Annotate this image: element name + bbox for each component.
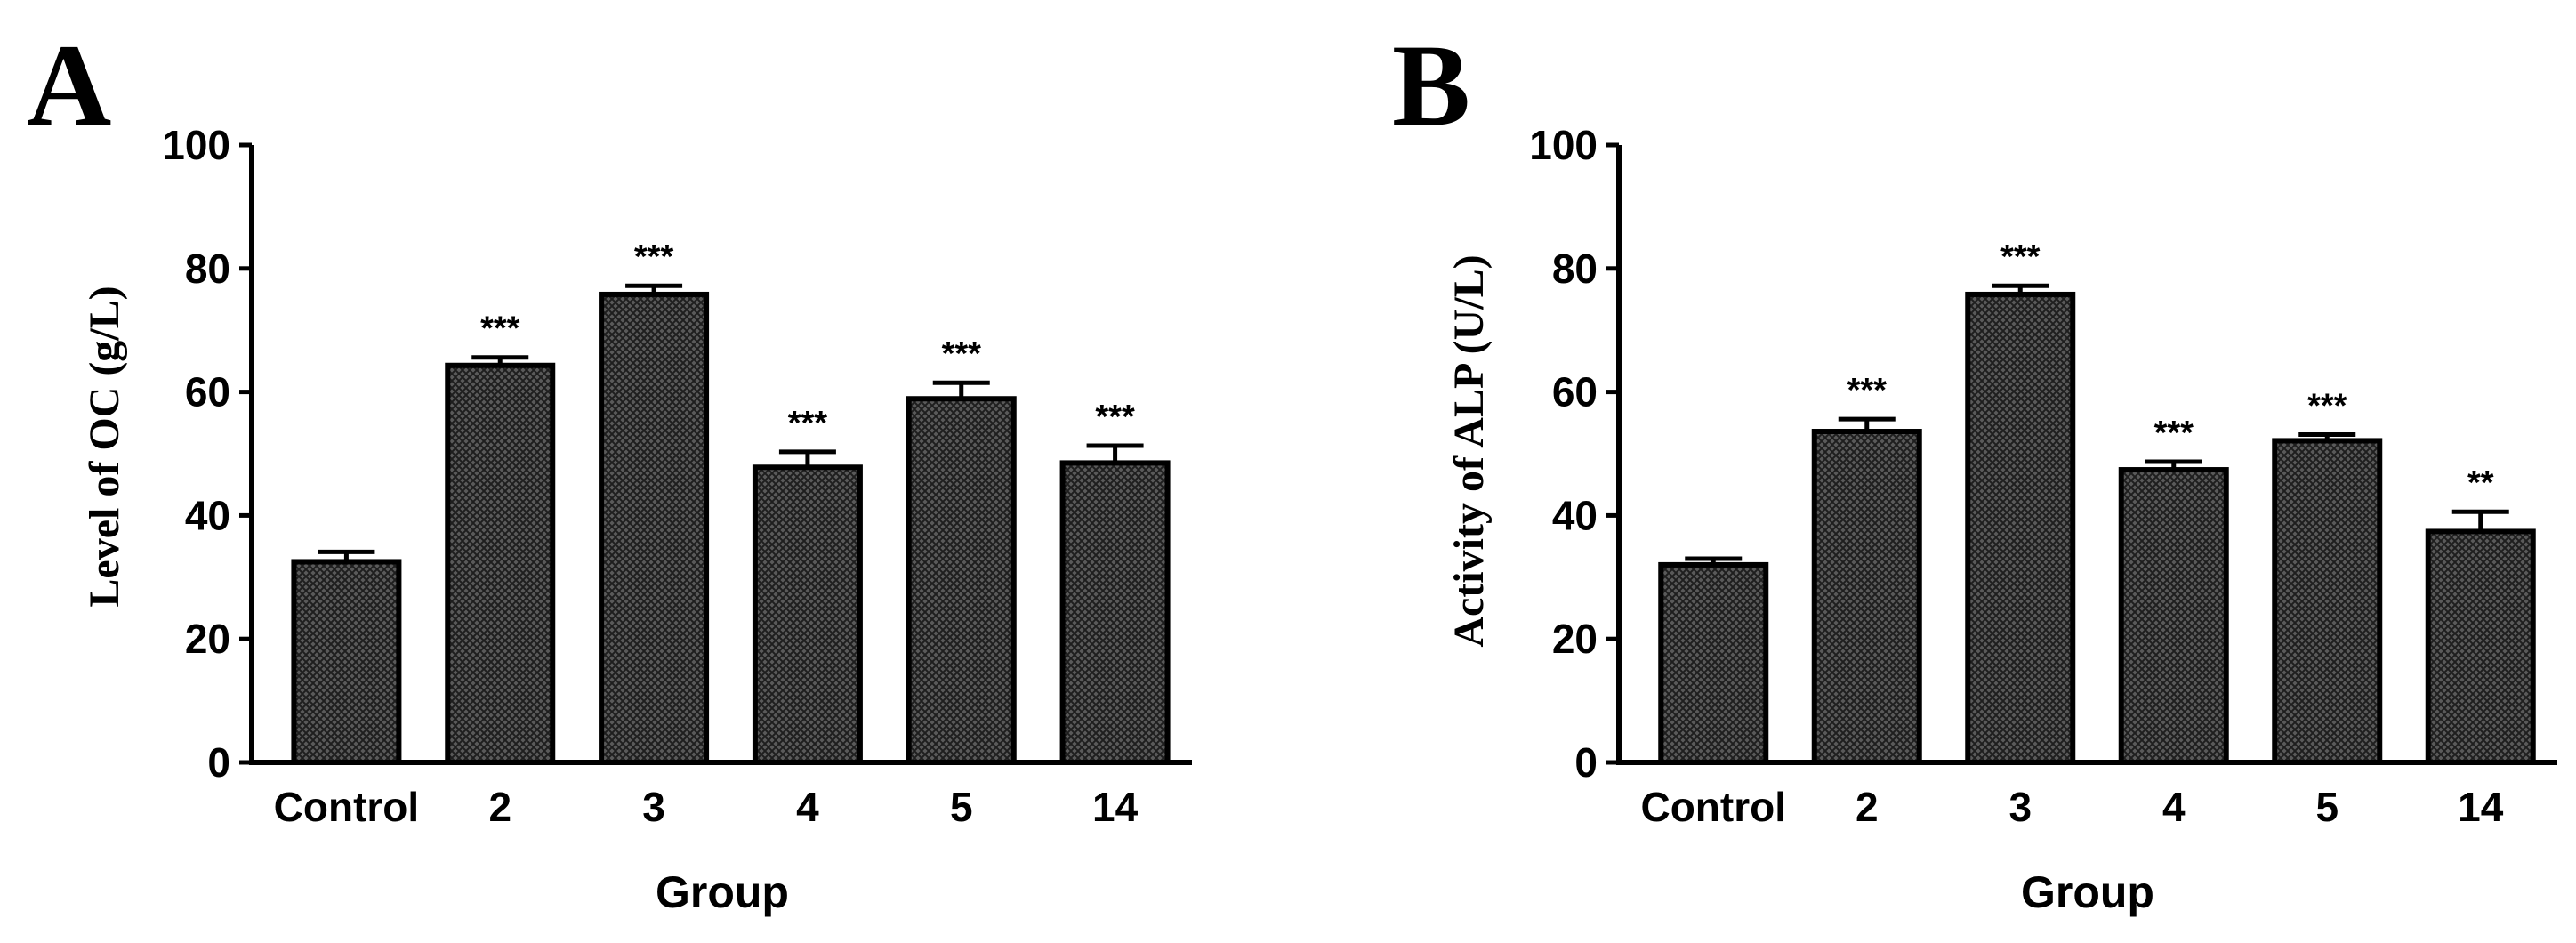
significance-label: *** [2000,238,2041,276]
bar [291,559,402,766]
x-tick-label: 5 [2315,784,2339,830]
y-axis-label: Level of OC (g/L) [81,286,128,607]
x-tick-label: Control [1640,784,1786,830]
x-tick-label: 3 [2008,784,2032,830]
y-tick-label: 0 [207,739,230,786]
y-tick-label: 80 [185,246,230,292]
y-tick-label: 40 [1552,492,1598,538]
x-tick-label: 4 [2162,784,2186,830]
x-axis-label: Group [2021,867,2154,917]
y-tick-label: 100 [162,122,230,168]
bar [906,396,1017,765]
bar [1658,561,1769,765]
bar [1811,429,1922,765]
significance-label: *** [2154,415,2194,452]
significance-label: *** [942,335,982,373]
plot-area: 0 20 40 60 80 100 Control *** 2 *** 3 *** 4 *** 5 ** 14 [1529,122,2557,830]
significance-label: *** [480,310,520,348]
y-tick-label: 80 [1552,246,1598,292]
bar [2425,528,2536,765]
y-axis-label: Activity of ALP (U/L) [1445,254,1493,647]
bar [1965,291,2076,765]
y-tick-label: 100 [1529,122,1598,168]
y-tick-label: 60 [1552,369,1598,415]
bar [2272,438,2383,765]
y-tick-label: 20 [1552,616,1598,662]
x-tick-label: 14 [2458,784,2504,830]
panel-letter: A [27,20,111,150]
x-tick-label: 5 [950,784,973,830]
x-tick-label: 2 [488,784,511,830]
x-tick-label: Control [274,784,420,830]
bar [445,362,556,765]
x-tick-label: 4 [796,784,819,830]
significance-label: *** [788,405,828,442]
plot-area: 0 20 40 60 80 100 Control *** 2 *** 3 *** 4 *** 5 *** 14 [162,122,1192,830]
y-tick-label: 0 [1574,739,1598,786]
x-axis-label: Group [656,867,789,917]
y-tick-label: 60 [185,369,230,415]
significance-label: *** [1095,399,1135,436]
panel-letter: B [1392,20,1470,150]
significance-label: *** [634,238,674,276]
x-tick-label: 2 [1856,784,1879,830]
panel-b: B Activity of ALP (U/L) Group 0 20 40 60 80 1… [1392,20,2557,917]
bar [599,291,710,765]
bar [1059,460,1171,765]
x-tick-label: 14 [1092,784,1139,830]
significance-label: *** [1847,372,1888,409]
significance-label: *** [2307,387,2347,424]
y-tick-label: 20 [185,616,230,662]
y-tick-label: 40 [185,492,230,538]
panel-a: A Level of OC (g/L) Group 0 20 40 60 80 100 Co… [27,20,1192,917]
significance-label: ** [2467,464,2494,502]
bar [2118,467,2229,765]
bar [752,464,863,765]
x-tick-label: 3 [642,784,665,830]
